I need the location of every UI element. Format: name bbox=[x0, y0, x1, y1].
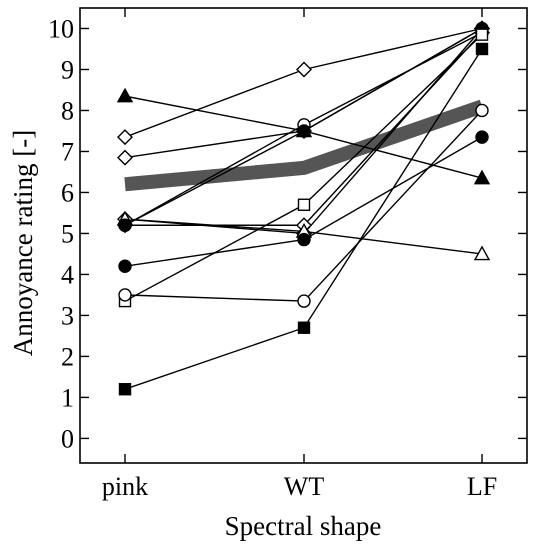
filled-triangle-marker bbox=[473, 169, 491, 185]
open-diamond-marker bbox=[296, 61, 312, 78]
x-axis-title: Spectral shape bbox=[225, 511, 382, 541]
x-tick-label: pink bbox=[102, 472, 148, 501]
y-tick-label: 8 bbox=[61, 96, 74, 125]
open-diamond-marker bbox=[117, 149, 133, 166]
y-tick-label: 9 bbox=[61, 55, 74, 84]
x-tick-label: WT bbox=[284, 472, 325, 501]
y-tick-label: 6 bbox=[61, 178, 74, 207]
series-markers-layer bbox=[116, 20, 491, 396]
y-tick-label: 2 bbox=[61, 342, 74, 371]
open-diamond-marker bbox=[117, 129, 133, 146]
x-tick-label: LF bbox=[467, 472, 497, 501]
y-tick-label: 1 bbox=[61, 383, 74, 412]
axes-layer: 0 1 2 3 4 5 6 7 8 9 10 pink WT LF bbox=[48, 8, 527, 501]
y-tick-label: 7 bbox=[61, 137, 74, 166]
y-tick-label: 3 bbox=[61, 301, 74, 330]
open-circle-marker bbox=[297, 294, 311, 308]
open-circle-marker bbox=[475, 103, 489, 118]
filled-circle-marker bbox=[297, 232, 311, 247]
mean-line bbox=[124, 99, 485, 192]
filled-circle-marker bbox=[118, 259, 132, 273]
filled-square-marker bbox=[297, 321, 311, 334]
open-square-marker bbox=[297, 198, 311, 211]
filled-circle-marker bbox=[475, 130, 489, 144]
y-tick-label: 0 bbox=[61, 424, 74, 453]
filled-square-marker bbox=[475, 42, 489, 56]
filled-circle-marker bbox=[118, 218, 132, 232]
open-triangle-marker bbox=[473, 245, 491, 261]
open-square-marker bbox=[475, 28, 489, 41]
open-circle-marker bbox=[118, 288, 132, 302]
filled-triangle-marker bbox=[116, 87, 134, 103]
mean-line-layer bbox=[124, 99, 485, 192]
filled-circle-marker bbox=[297, 124, 311, 138]
y-tick-label: 4 bbox=[61, 260, 74, 289]
y-tick-label: 5 bbox=[61, 219, 74, 248]
filled-square-marker bbox=[118, 383, 132, 396]
y-axis-title: Annoyance rating [-] bbox=[8, 130, 38, 356]
y-tick-label: 10 bbox=[48, 14, 74, 43]
